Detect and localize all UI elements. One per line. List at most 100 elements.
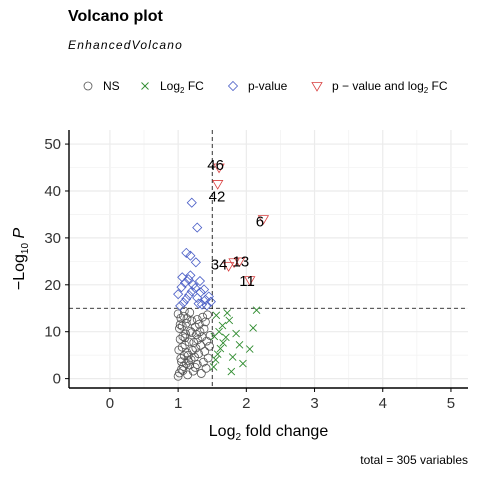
point-fc bbox=[218, 321, 227, 330]
x-tick-label: 4 bbox=[379, 395, 387, 412]
point-ns bbox=[182, 314, 192, 323]
point-ns bbox=[187, 316, 197, 326]
point-ns bbox=[192, 315, 202, 324]
point-p bbox=[193, 298, 204, 309]
y-tick-label: 40 bbox=[44, 183, 61, 200]
point-ns bbox=[190, 362, 200, 372]
point-ns bbox=[173, 309, 183, 319]
x-tick-label: 0 bbox=[106, 395, 114, 412]
point-p bbox=[181, 293, 192, 304]
point-fc bbox=[228, 353, 237, 361]
point-ns bbox=[185, 360, 195, 370]
point-ns bbox=[178, 331, 188, 341]
point-pfc bbox=[213, 163, 225, 174]
point-ns bbox=[205, 341, 214, 351]
point-ns bbox=[201, 363, 211, 373]
point-ns bbox=[181, 329, 191, 339]
point-fc bbox=[219, 339, 227, 347]
y-tick-label: 50 bbox=[44, 136, 61, 153]
legend-marker-pfc bbox=[311, 82, 323, 92]
y-axis-title: −Log10 P bbox=[11, 228, 31, 291]
point-ns bbox=[177, 357, 186, 367]
x-tick-label: 5 bbox=[447, 395, 455, 412]
point-fc bbox=[227, 367, 236, 376]
point-ns bbox=[191, 343, 201, 353]
y-tick-label: 10 bbox=[44, 324, 61, 341]
point-ns bbox=[179, 306, 189, 316]
threshold-lines bbox=[69, 130, 468, 388]
point-pfc bbox=[244, 276, 256, 286]
legend-item-ns: NS bbox=[83, 79, 120, 93]
y-tick-label: 30 bbox=[44, 230, 61, 247]
point-ns bbox=[177, 364, 186, 374]
point-ns bbox=[196, 369, 206, 378]
x-axis-title: Log2 fold change bbox=[209, 423, 329, 443]
legend-marker-fc bbox=[141, 82, 149, 90]
point-labels: 46 42 6 13 34 11 bbox=[207, 157, 264, 290]
point-p bbox=[205, 296, 216, 307]
point-fc bbox=[212, 311, 221, 320]
legend-label-fc: Log2 FC bbox=[160, 79, 204, 95]
legend-label-ns: NS bbox=[103, 79, 120, 93]
x-tick-label: 1 bbox=[174, 395, 182, 412]
point-p bbox=[181, 247, 192, 258]
point-p bbox=[185, 250, 196, 261]
point-p bbox=[178, 297, 189, 308]
point-p bbox=[173, 289, 184, 300]
point-fc bbox=[232, 329, 240, 338]
point-p bbox=[192, 222, 203, 233]
point-p bbox=[186, 197, 197, 208]
data-points bbox=[173, 163, 270, 381]
chart-title: Volcano plot bbox=[68, 8, 163, 25]
point-fc bbox=[239, 359, 247, 368]
point-ns bbox=[199, 324, 209, 334]
point-ns bbox=[205, 331, 215, 340]
point-p bbox=[176, 282, 187, 293]
point-p bbox=[194, 275, 206, 287]
point-ns bbox=[201, 317, 210, 327]
point-p bbox=[183, 290, 195, 301]
point-p bbox=[183, 274, 194, 285]
point-p bbox=[198, 284, 210, 295]
point-ns bbox=[200, 347, 210, 356]
point-p bbox=[175, 300, 186, 311]
point-ns bbox=[186, 355, 196, 365]
grid bbox=[69, 130, 468, 388]
point-p bbox=[190, 283, 201, 294]
point-ns bbox=[176, 354, 186, 363]
point-ns bbox=[194, 319, 204, 329]
point-pfc bbox=[257, 215, 270, 225]
point-fc bbox=[216, 344, 225, 353]
legend-label-p: p-value bbox=[248, 79, 288, 93]
point-label: 42 bbox=[209, 189, 226, 206]
point-p bbox=[195, 287, 206, 298]
x-tick-label: 3 bbox=[310, 395, 318, 412]
point-ns bbox=[175, 334, 185, 344]
point-fc bbox=[249, 324, 257, 332]
point-pfc bbox=[228, 258, 240, 269]
point-ns bbox=[187, 328, 197, 338]
chart-subtitle: EnhancedVolcano bbox=[68, 38, 183, 52]
point-ns bbox=[174, 345, 184, 355]
point-ns bbox=[177, 342, 187, 352]
point-fc bbox=[225, 316, 234, 325]
point-ns bbox=[175, 320, 185, 330]
point-fc bbox=[245, 345, 254, 353]
point-fc bbox=[235, 341, 244, 349]
point-ns bbox=[180, 333, 190, 343]
point-ns bbox=[182, 348, 192, 358]
point-pfc bbox=[222, 262, 235, 272]
point-fc bbox=[210, 332, 219, 341]
point-fc bbox=[213, 350, 222, 359]
legend-marker-ns bbox=[83, 81, 93, 91]
point-fc bbox=[252, 306, 261, 314]
point-ns bbox=[203, 310, 212, 320]
point-ns bbox=[198, 312, 208, 322]
point-fc bbox=[222, 333, 230, 342]
point-ns bbox=[185, 308, 195, 317]
point-p bbox=[188, 279, 199, 290]
point-ns bbox=[179, 351, 189, 361]
point-fc bbox=[223, 309, 232, 317]
